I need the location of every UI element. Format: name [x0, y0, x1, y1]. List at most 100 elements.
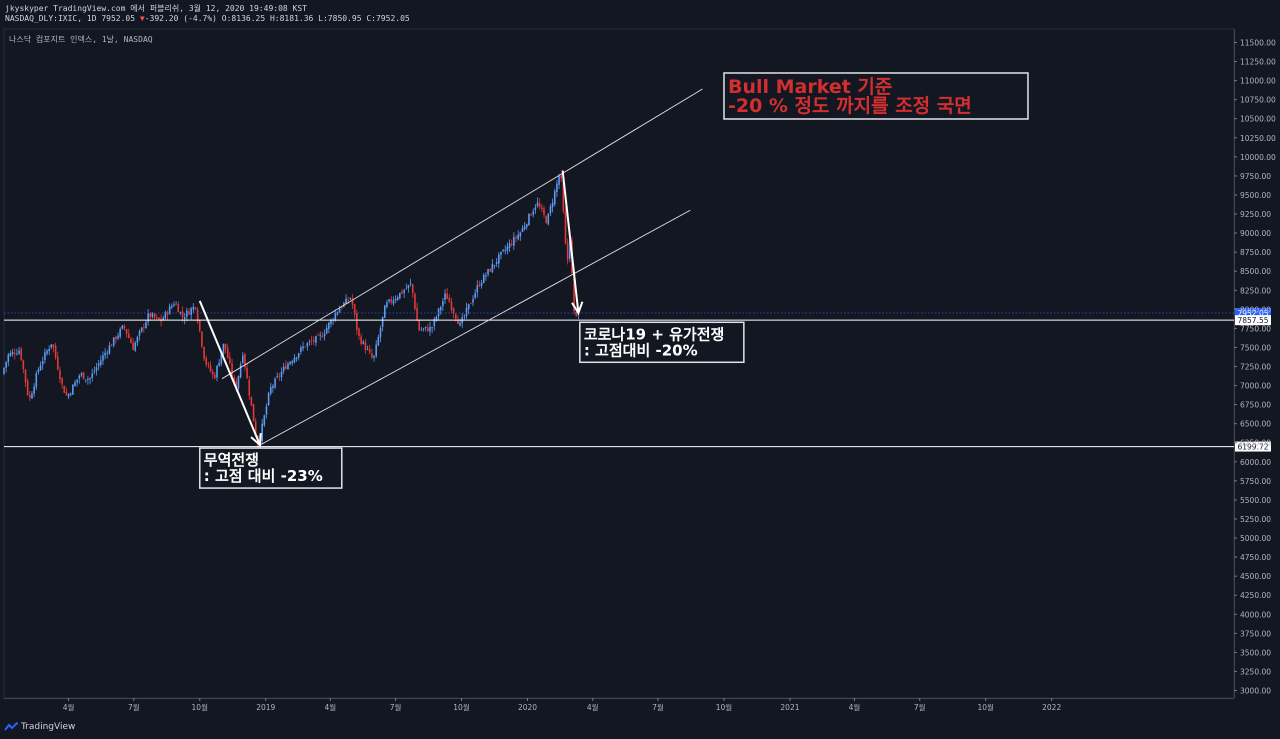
change-value: -392.20 (-4.7%): [144, 14, 217, 23]
candle-body: [523, 226, 526, 230]
price-label-box: [1235, 441, 1271, 452]
candle-body: [394, 298, 397, 301]
candle-body: [222, 343, 225, 355]
candle-body: [364, 342, 367, 351]
candle-body: [26, 381, 29, 395]
candle-body: [517, 234, 519, 240]
candle-body: [110, 345, 113, 347]
candle-body: [515, 237, 517, 239]
candle-body: [498, 254, 500, 264]
candle-body: [420, 329, 423, 331]
y-tick-label: 9500.00: [1240, 191, 1271, 200]
candle-body: [91, 373, 94, 379]
candle-body: [18, 350, 20, 354]
candle-body: [134, 342, 137, 351]
candle-body: [487, 269, 489, 275]
candle-body: [347, 299, 350, 301]
candle-body: [246, 367, 248, 379]
candle-body: [345, 298, 347, 305]
x-tick-label: 2020: [518, 703, 537, 712]
candle-body: [390, 299, 393, 303]
y-tick-label: 7750.00: [1240, 324, 1271, 333]
candle-body: [132, 342, 134, 350]
candle-body: [248, 379, 251, 396]
candle-body: [136, 336, 139, 343]
candle-body: [386, 302, 388, 307]
candle-body: [399, 292, 401, 299]
candle-body: [416, 307, 418, 321]
annotation-text-covid: : 고점대비 -20%: [584, 341, 698, 359]
candle-body: [485, 275, 487, 277]
candle-body: [431, 327, 433, 329]
x-tick-label: 7월: [128, 702, 140, 712]
candle-body: [188, 311, 190, 315]
y-tick-label: 10250.00: [1240, 134, 1276, 143]
candle-body: [553, 191, 556, 205]
candle-body: [93, 371, 96, 373]
candle-body: [151, 313, 154, 317]
candle-body: [177, 303, 180, 313]
ohlc-low: L:7850.95: [318, 14, 362, 23]
candle-body: [162, 317, 164, 321]
y-tick-label: 10500.00: [1240, 115, 1276, 124]
candle-body: [211, 371, 214, 375]
candle-body: [168, 306, 171, 315]
candle-body: [392, 300, 395, 304]
candle-body: [39, 365, 42, 371]
candle-body: [252, 403, 255, 422]
candle-body: [209, 365, 212, 372]
y-tick-label: 9750.00: [1240, 172, 1271, 181]
candle-body: [175, 303, 177, 305]
candle-body: [97, 363, 100, 366]
candle-body: [362, 341, 365, 344]
candle-body: [203, 346, 205, 359]
candle-body: [356, 313, 358, 330]
candle-body: [130, 338, 132, 344]
candle-body: [48, 348, 50, 352]
x-tick-label: 10월: [978, 702, 995, 712]
candle-body: [78, 375, 81, 379]
symbol-ohlc-line: NASDAQ_DLY:IXIC, 1D 7952.05 ▼-392.20 (-4…: [5, 14, 410, 23]
candle-body: [226, 348, 229, 359]
ohlc-high: H:8181.36: [269, 14, 314, 23]
candle-body: [16, 353, 18, 355]
x-tick-label: 10월: [453, 702, 470, 712]
candle-body: [112, 337, 115, 346]
candle-body: [20, 349, 23, 360]
candle-body: [35, 373, 38, 388]
candle-body: [155, 316, 158, 318]
chart-frame: [3, 28, 1235, 699]
candle-body: [457, 319, 459, 324]
candle-body: [123, 326, 126, 328]
candle-body: [44, 352, 46, 360]
candle-body: [121, 325, 124, 329]
candle-body: [304, 346, 306, 348]
y-tick-label: 6250.00: [1240, 439, 1271, 448]
candle-body: [351, 298, 354, 305]
candle-body: [173, 304, 175, 306]
change-down-arrow-icon: ▼: [139, 14, 145, 23]
candle-body: [506, 246, 509, 251]
tradingview-footer[interactable]: TradingView: [4, 722, 75, 732]
candle-body: [272, 385, 274, 388]
y-tick-label: 3000.00: [1240, 687, 1271, 696]
x-tick-label: 4월: [63, 702, 75, 712]
candle-body: [287, 363, 289, 370]
candle-body: [442, 301, 444, 307]
candle-body: [418, 320, 421, 331]
candle-body: [547, 213, 550, 225]
candle-body: [439, 307, 442, 311]
candle-body: [80, 373, 83, 376]
candle-body: [403, 290, 405, 293]
candle-body: [306, 343, 309, 347]
candle-body: [207, 363, 210, 365]
candle-body: [504, 249, 507, 251]
candle-body: [379, 328, 382, 338]
arrow-head-icon: [250, 432, 262, 448]
candle-body: [237, 375, 240, 389]
candle-body: [7, 354, 10, 363]
candle-body: [171, 305, 173, 308]
y-tick-label: 6500.00: [1240, 420, 1271, 429]
